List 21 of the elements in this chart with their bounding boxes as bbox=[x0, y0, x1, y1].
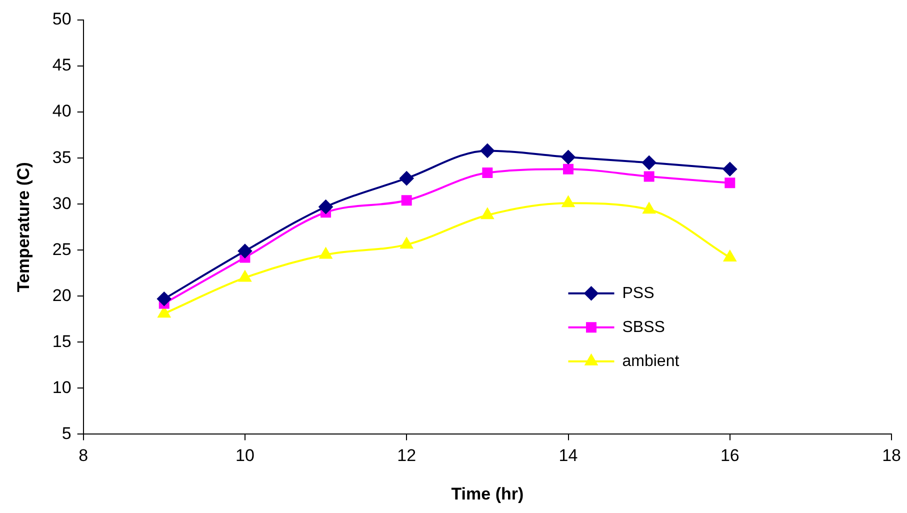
x-tick-label: 18 bbox=[882, 446, 902, 466]
y-tick-label: 45 bbox=[52, 56, 72, 75]
x-tick-label: 10 bbox=[235, 446, 254, 466]
x-tick-label: 12 bbox=[397, 446, 416, 466]
y-tick-label: 40 bbox=[52, 102, 72, 121]
legend-label: PSS bbox=[622, 284, 654, 302]
y-tick-label: 25 bbox=[52, 240, 72, 259]
x-tick-label: 8 bbox=[78, 446, 88, 466]
legend-label: SBSS bbox=[622, 318, 665, 336]
y-axis-title: Temperature (C) bbox=[14, 162, 33, 292]
y-tick-label: 10 bbox=[52, 378, 72, 397]
x-tick-label: 14 bbox=[558, 446, 578, 466]
y-tick-label: 15 bbox=[52, 332, 72, 351]
y-tick-label: 20 bbox=[52, 286, 72, 305]
x-tick-label: 16 bbox=[720, 446, 740, 466]
y-tick-label: 5 bbox=[62, 424, 72, 443]
x-axis-title: Time (hr) bbox=[451, 484, 524, 504]
y-tick-label: 50 bbox=[52, 10, 72, 29]
legend-label: ambient bbox=[622, 352, 680, 370]
y-tick-label: 35 bbox=[52, 148, 72, 167]
y-tick-label: 30 bbox=[52, 194, 72, 213]
